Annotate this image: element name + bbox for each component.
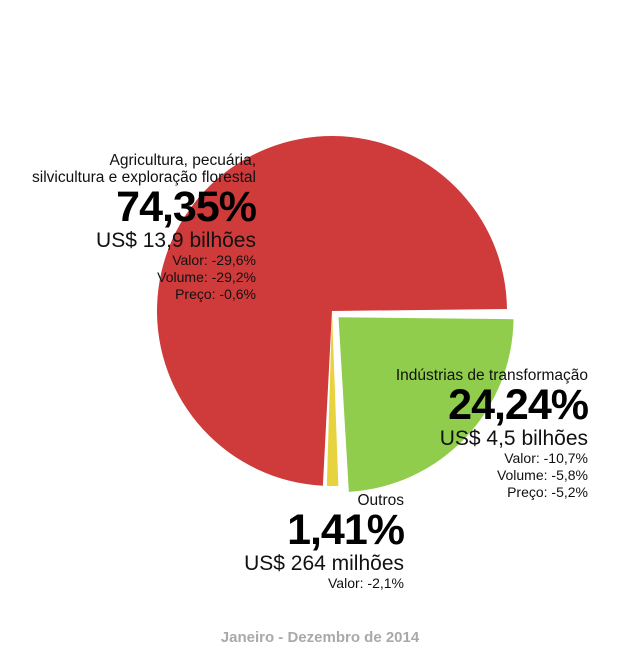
slice-stat-industrias-valor: Valor: -10,7% xyxy=(504,450,588,467)
label-industrias: Indústrias de transformação 24,24% US$ 4… xyxy=(395,367,589,501)
slice-outros xyxy=(326,311,339,486)
slice-pct-outros: 1,41% xyxy=(287,506,405,555)
label-outros: Outros 1,41% US$ 264 milhões Valor: -2,1… xyxy=(244,492,405,592)
slice-stat-agricultura-valor: Valor: -29,6% xyxy=(172,252,256,269)
slice-stat-industrias-preco: Preço: -5,2% xyxy=(507,483,588,500)
slice-value-outros: US$ 264 milhões xyxy=(244,552,404,576)
label-agricultura: Agricultura, pecuária, silvicultura e ex… xyxy=(32,152,257,303)
slice-name-agricultura-line1: Agricultura, pecuária, xyxy=(109,152,256,169)
slice-name-industrias: Indústrias de transformação xyxy=(395,367,588,384)
slice-stat-outros-valor: Valor: -2,1% xyxy=(328,575,404,592)
slice-pct-industrias: 24,24% xyxy=(448,381,589,430)
slice-stat-agricultura-preco: Preço: -0,6% xyxy=(175,285,256,302)
slice-pct-agricultura: 74,35% xyxy=(116,183,257,232)
slice-stat-agricultura-volume: Volume: -29,2% xyxy=(157,268,256,285)
slice-name-agricultura-line2: silvicultura e exploração florestal xyxy=(32,169,256,187)
slice-name-outros: Outros xyxy=(357,492,404,509)
slice-agricultura xyxy=(157,135,507,486)
slice-industrias xyxy=(338,317,514,492)
slice-value-agricultura: US$ 13,9 bilhões xyxy=(96,229,256,253)
period-footer: Janeiro - Dezembro de 2014 xyxy=(220,629,420,646)
slice-stat-industrias-volume: Volume: -5,8% xyxy=(496,466,588,483)
slice-value-industrias: US$ 4,5 bilhões xyxy=(439,427,588,451)
